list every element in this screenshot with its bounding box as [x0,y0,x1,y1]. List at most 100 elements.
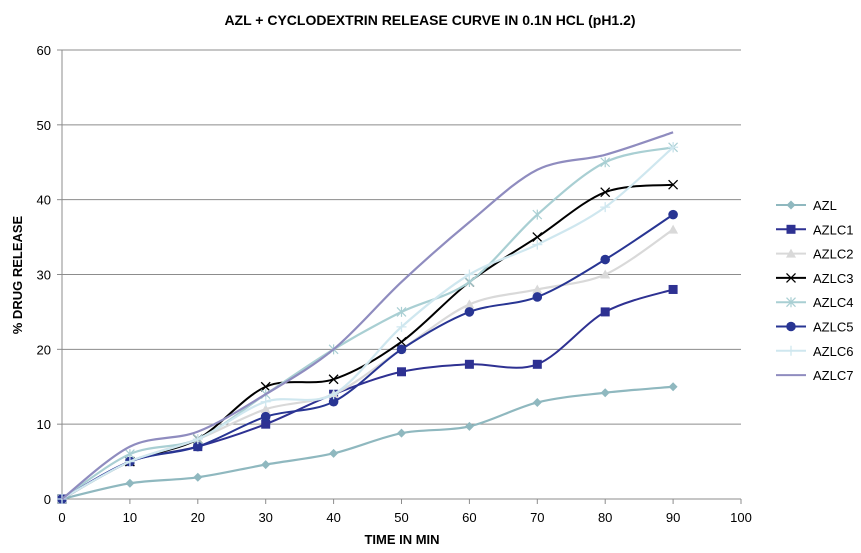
series-azlc5 [57,209,678,504]
data-point [328,374,339,385]
chart-title: AZL + CYCLODEXTRIN RELEASE CURVE IN 0.1N… [224,12,635,28]
legend-label: AZL [813,198,837,213]
x-tick-label: 100 [730,510,752,525]
x-tick-label: 80 [598,510,612,525]
series-line [61,385,674,501]
y-tick-labels: 0 10 20 30 40 50 60 [37,43,51,507]
data-point [193,441,203,452]
data-point [600,187,611,198]
y-tick-label: 10 [37,417,51,432]
legend-marker [786,200,796,210]
legend-label: AZLC7 [813,368,853,383]
data-point [532,292,543,302]
legend-label: AZLC4 [813,295,853,310]
x-tick-labels: 0 10 20 30 40 50 60 70 80 90 100 [58,510,751,525]
legend-item: AZLC5 [776,320,853,335]
data-point [532,239,543,250]
legend-item: AZLC7 [776,368,853,383]
axes [57,49,742,504]
legend-item: AZLC1 [776,222,853,237]
legend-marker [786,321,796,332]
data-point [125,478,135,488]
legend-label: AZLC5 [813,320,853,335]
x-tick-label: 50 [394,510,408,525]
series-line [61,288,674,500]
data-point [532,397,542,407]
data-point [396,321,407,332]
data-point [260,396,271,407]
data-point [464,359,474,369]
series-line [61,131,674,500]
legend-item: AZLC6 [776,344,853,359]
legend-item: AZL [776,198,837,213]
data-point [396,306,407,317]
x-tick-label: 30 [258,510,272,525]
legend-marker [786,248,796,258]
data-point [329,448,339,458]
data-point [464,421,474,431]
y-tick-label: 20 [37,342,51,357]
data-point [464,307,475,317]
data-point [396,344,407,355]
x-axis-title: TIME IN MIN [364,532,439,547]
data-point [397,367,406,377]
x-tick-label: 60 [462,510,476,525]
data-point [668,142,679,153]
series-line [61,146,674,500]
legend-item: AZLC4 [776,295,853,310]
data-point [260,404,271,414]
y-tick-label: 30 [37,268,51,283]
y-tick-label: 0 [44,492,51,507]
y-tick-label: 60 [37,43,51,58]
data-point [464,269,475,280]
data-point [532,232,543,243]
gridlines [62,49,741,425]
series-line [61,213,674,500]
series-line [61,146,674,500]
series-azlc4 [57,142,679,504]
data-point [532,209,543,220]
data-point [532,359,542,369]
series-lines [57,131,679,504]
data-point [668,284,678,294]
data-point [668,179,679,190]
x-tick-label: 40 [326,510,340,525]
data-point [600,254,610,265]
data-point [328,396,339,407]
data-point [192,434,203,445]
legend-label: AZLC6 [813,344,853,359]
x-tick-label: 20 [191,510,205,525]
data-point [600,388,610,398]
y-axis-title: % DRUG RELEASE [10,215,25,334]
data-point [396,336,407,347]
x-tick-label: 70 [530,510,544,525]
legend-marker [786,272,796,283]
x-tick-label: 10 [123,510,137,525]
data-point [397,428,406,438]
data-point [193,472,203,482]
data-point [124,456,135,467]
data-point [464,299,475,309]
legend-marker [786,297,796,308]
legend-item: AZLC2 [776,247,853,262]
legend: AZL AZLC1 AZLC2 AZLC3 AZLC4 AZLC5 AZLC6 AZLC7 [776,198,853,383]
data-point [260,381,271,392]
data-point [600,157,611,168]
x-tick-label: 90 [666,510,680,525]
series-azlc7 [61,131,674,500]
legend-marker [786,345,796,356]
data-point [668,209,678,220]
data-point [261,460,271,470]
y-tick-label: 40 [37,193,51,208]
data-point [668,382,678,392]
y-tick-label: 50 [37,118,51,133]
legend-marker [786,224,796,234]
data-point [260,411,271,422]
data-point [328,389,339,400]
series-azlc6 [57,142,679,504]
data-point [600,307,610,317]
data-point [668,224,679,234]
data-point [532,284,543,294]
